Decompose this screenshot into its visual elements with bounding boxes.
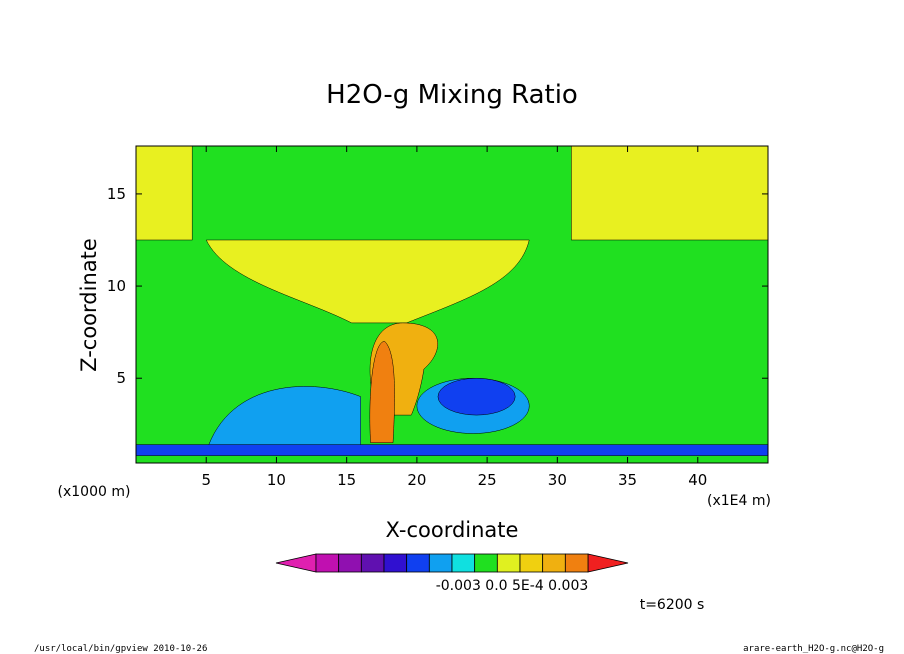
colorbar-cell — [383, 553, 408, 573]
chart-title: H2O-g Mixing Ratio — [326, 80, 578, 110]
colorbar-cell — [360, 553, 385, 573]
x-tick-label: 25 — [478, 471, 497, 489]
footer-right: arare-earth_H2O-g.nc@H2O-g — [743, 644, 884, 654]
x-tick-label: 35 — [618, 471, 637, 489]
x-tick-label: 40 — [688, 471, 707, 489]
colorbar-cell — [474, 553, 498, 573]
y-axis-unit: (x1000 m) — [58, 484, 131, 500]
y-tick-label: 10 — [107, 277, 126, 295]
axis-ticks: 5 10 15 20 25 30 35 40 5 10 15 — [107, 146, 768, 489]
colorbar-cell — [496, 553, 521, 573]
y-tick-label: 15 — [107, 185, 126, 203]
x-tick-label: 5 — [201, 471, 211, 489]
plot-area — [136, 146, 768, 463]
time-label: t=6200 s — [640, 597, 705, 613]
colorbar-cell — [428, 553, 453, 573]
colorbar-cell — [315, 553, 340, 573]
region-blue-cell — [437, 377, 516, 416]
x-axis-label: X-coordinate — [386, 518, 519, 542]
colorbar-arrow-right — [587, 553, 629, 573]
y-tick-label: 5 — [116, 369, 126, 387]
region-core — [369, 341, 395, 443]
x-tick-label: 10 — [267, 471, 286, 489]
plot-frame — [135, 145, 769, 464]
region-bottom-layer — [136, 444, 768, 456]
colorbar-cell — [338, 553, 362, 573]
x-tick-label: 20 — [407, 471, 426, 489]
colorbar-cell — [564, 553, 589, 573]
colorbar-labels: -0.003 0.0 5E-4 0.003 — [436, 578, 589, 594]
colorbar-cell — [542, 553, 566, 573]
colorbar-cell — [451, 553, 476, 573]
colorbar — [275, 553, 629, 573]
region-upper-layer-right — [571, 146, 768, 241]
y-axis-label: Z-coordinate — [77, 238, 101, 372]
colorbar-cell — [519, 553, 544, 573]
colorbar-arrow-left — [275, 553, 317, 573]
colorbar-cell — [406, 553, 430, 573]
footer-left: /usr/local/bin/gpview 2010-10-26 — [34, 644, 207, 654]
x-tick-label: 30 — [548, 471, 567, 489]
region-upper-layer-left — [136, 146, 193, 241]
x-axis-unit: (x1E4 m) — [707, 493, 771, 509]
region-anvil — [205, 239, 530, 324]
x-tick-label: 15 — [337, 471, 356, 489]
